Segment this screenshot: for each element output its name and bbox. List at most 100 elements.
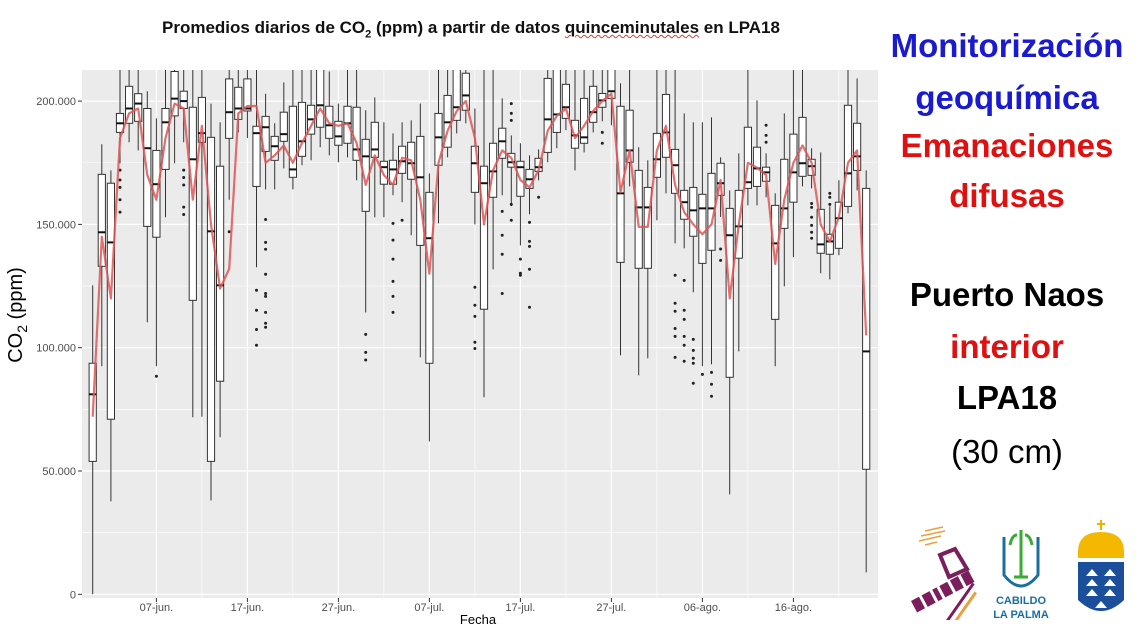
outlier-point xyxy=(264,310,268,314)
outlier-point xyxy=(500,209,504,213)
box-iqr xyxy=(297,101,307,157)
side-title-geoquimica: geoquímica xyxy=(915,79,1099,116)
box-iqr xyxy=(552,70,561,133)
outlier-point xyxy=(509,118,513,122)
outlier-point xyxy=(528,239,531,243)
outlier-point xyxy=(473,346,477,350)
box-15-jun. xyxy=(225,70,234,234)
outlier-point xyxy=(264,240,268,244)
involcan-lettering-graphic xyxy=(910,570,975,613)
outlier-point xyxy=(710,382,713,386)
box-iqr xyxy=(197,96,207,143)
box-03-ago. xyxy=(671,70,680,359)
x-axis-title: Fecha xyxy=(460,612,497,627)
outlier-point xyxy=(810,236,814,240)
outlier-point xyxy=(391,257,395,261)
outlier-point xyxy=(828,195,832,199)
outlier-point xyxy=(673,326,677,330)
outlier-point xyxy=(264,272,268,276)
site-name: Puerto Naos xyxy=(909,276,1105,313)
outlier-point xyxy=(364,358,368,362)
box-iqr xyxy=(498,127,507,159)
outlier-point xyxy=(255,288,258,292)
y-tick-label: 100.000 xyxy=(36,343,76,355)
outlier-point xyxy=(473,314,477,318)
box-iqr xyxy=(125,85,134,124)
chart-title: Promedios diarios de CO2 (ppm) a partir … xyxy=(0,18,942,40)
side-title-monitorizacion: Monitorización xyxy=(890,27,1124,64)
outlier-point xyxy=(227,230,231,234)
outlier-point xyxy=(264,247,268,251)
box-07-jul. xyxy=(425,173,434,442)
outlier-point xyxy=(673,273,677,277)
smooth-trend-line xyxy=(91,92,868,417)
outlier-point xyxy=(673,355,677,359)
box-27-jun. xyxy=(334,103,343,163)
outlier-point xyxy=(682,317,686,321)
outlier-point xyxy=(500,252,504,256)
title-subscript: 2 xyxy=(365,28,372,41)
y-axis-title-sub: 2 xyxy=(14,325,30,333)
outlier-point xyxy=(473,285,477,289)
outlier-point xyxy=(719,247,723,251)
box-iqr xyxy=(416,135,425,246)
title-text: (ppm) a partir de datos xyxy=(371,18,565,37)
title-text: en LPA18 xyxy=(699,18,780,37)
outlier-point xyxy=(509,218,513,222)
outlier-point xyxy=(118,178,122,182)
box-iqr xyxy=(216,165,225,382)
y-axis-title-rest: (ppm) xyxy=(5,267,27,325)
box-22-jul. xyxy=(561,70,570,131)
outlier-point xyxy=(710,394,713,398)
title-text: Promedios diarios de CO xyxy=(162,18,366,37)
outlier-point xyxy=(682,343,686,347)
outlier-point xyxy=(764,133,768,137)
box-iqr xyxy=(843,104,853,207)
y-axis-title: CO2 (ppm) xyxy=(5,267,30,363)
box-iqr xyxy=(589,85,598,123)
box-17-jun. xyxy=(243,70,252,139)
x-tick-label: 06-ago. xyxy=(684,602,721,614)
side-title-emanaciones: Emanaciones xyxy=(900,127,1114,164)
box-iqr xyxy=(789,133,798,203)
outlier-point xyxy=(391,279,395,283)
sensor-depth: (30 cm) xyxy=(951,433,1063,470)
box-13-jul. xyxy=(479,70,489,398)
outlier-point xyxy=(700,372,704,376)
box-14-jun. xyxy=(216,122,225,438)
box-iqr xyxy=(825,233,834,255)
box-iqr xyxy=(188,106,197,301)
y-tick-label: 150.000 xyxy=(36,219,76,231)
box-iqr xyxy=(252,125,261,187)
box-25-jul. xyxy=(589,70,598,133)
y-tick-label: 50.000 xyxy=(42,466,76,478)
outlier-point xyxy=(691,337,695,341)
box-iqr xyxy=(97,173,106,267)
outlier-point xyxy=(537,195,541,199)
box-iqr xyxy=(334,120,343,146)
box-03-jul. xyxy=(388,133,398,314)
box-iqr xyxy=(170,71,179,117)
box-iqr xyxy=(206,136,216,462)
boxplot-chart: 0 50.000 100.000 150.000 200.000 07-jun. 17-ju… xyxy=(5,70,878,627)
outlier-point xyxy=(264,294,268,298)
box-iqr xyxy=(743,126,752,189)
box-15-jul. xyxy=(498,98,507,295)
outlier-point xyxy=(473,340,477,344)
box-06-jul. xyxy=(416,103,425,358)
axes: 0 50.000 100.000 150.000 200.000 07-jun. 17-ju… xyxy=(36,96,812,614)
cabildo-text: CABILDO xyxy=(996,595,1047,607)
outlier-point xyxy=(264,321,268,325)
gobierno-canarias-emblem xyxy=(1078,520,1124,611)
outlier-point xyxy=(255,308,258,312)
involcan-subtitle-graphic xyxy=(944,582,977,620)
outlier-point xyxy=(810,205,814,209)
outlier-point xyxy=(182,183,186,187)
station-id: LPA18 xyxy=(956,379,1058,416)
y-tick-label: 0 xyxy=(70,589,76,601)
outlier-point xyxy=(264,291,268,295)
x-tick-label: 17-jun. xyxy=(231,602,265,614)
outlier-point xyxy=(264,217,268,221)
box-05-ago. xyxy=(689,122,698,385)
outlier-point xyxy=(682,359,686,363)
